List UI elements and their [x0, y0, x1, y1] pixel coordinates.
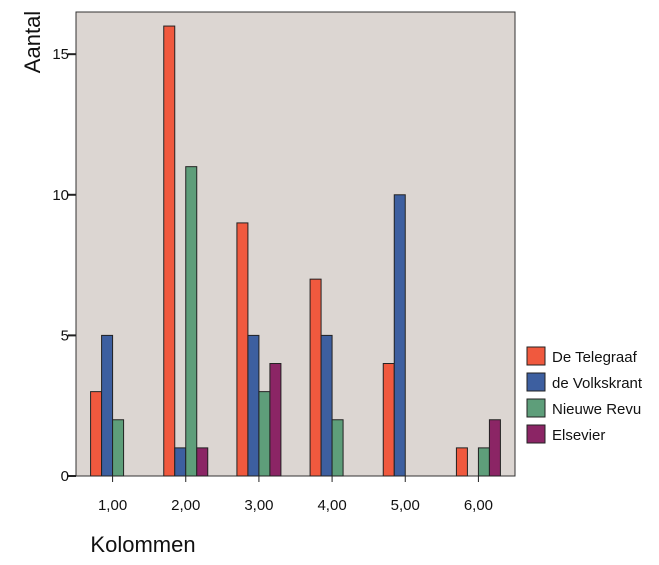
bar-de-telegraaf-5 [382, 363, 395, 477]
bar-de-volkskrant-1 [101, 334, 114, 477]
bar-de-volkskrant-4 [320, 334, 333, 477]
bar-nieuwe-revu-2 [185, 166, 198, 477]
bar-nieuwe-revu-6 [477, 447, 490, 477]
legend-label-elsevier: Elsevier [552, 427, 605, 444]
bar-de-telegraaf-6 [455, 447, 468, 477]
x-tick-label-6: 6,00 [464, 497, 493, 514]
x-tick-label-1: 1,00 [98, 497, 127, 514]
legend-label-nieuwe-revu: Nieuwe Revu [552, 401, 641, 418]
y-tick-label-15: 15 [52, 46, 69, 63]
x-tick-label-5: 5,00 [391, 497, 420, 514]
bar-de-telegraaf-2 [163, 25, 176, 477]
legend-swatch-de-volkskrant [526, 372, 546, 392]
bar-elsevier-6 [488, 419, 501, 477]
legend-swatch-elsevier [526, 424, 546, 444]
bar-nieuwe-revu-1 [112, 419, 125, 477]
legend-swatch-nieuwe-revu [526, 398, 546, 418]
legend-label-de-telegraaf: De Telegraaf [552, 349, 638, 366]
y-tick-label-10: 10 [52, 187, 69, 204]
bar-elsevier-2 [196, 447, 209, 477]
y-tick-label-0: 0 [61, 468, 69, 485]
bar-de-telegraaf-3 [236, 222, 249, 477]
x-tick-label-2: 2,00 [171, 497, 200, 514]
bar-de-telegraaf-1 [90, 391, 103, 477]
legend-label-de-volkskrant: de Volkskrant [552, 375, 643, 392]
bar-de-volkskrant-5 [393, 194, 406, 477]
y-tick-label-5: 5 [61, 327, 69, 344]
y-axis-title: Aantal [20, 11, 45, 73]
bar-elsevier-3 [269, 363, 282, 477]
plot-area [75, 11, 516, 477]
x-tick-label-4: 4,00 [317, 497, 346, 514]
bar-de-volkskrant-3 [247, 334, 260, 477]
bars-layer [90, 25, 501, 477]
bar-nieuwe-revu-3 [258, 391, 271, 477]
bar-nieuwe-revu-4 [331, 419, 344, 477]
bar-de-telegraaf-4 [309, 278, 322, 477]
legend-swatch-de-telegraaf [526, 346, 546, 366]
x-axis-title: Kolommen [90, 532, 195, 557]
legend: De Telegraaf de Volkskrant Nieuwe Revu Else… [526, 346, 643, 444]
axes-layer: 1,00 2,00 3,00 4,00 5,00 6,00 0 5 10 15 [52, 46, 493, 514]
bar-de-volkskrant-2 [174, 447, 187, 477]
x-tick-label-3: 3,00 [244, 497, 273, 514]
